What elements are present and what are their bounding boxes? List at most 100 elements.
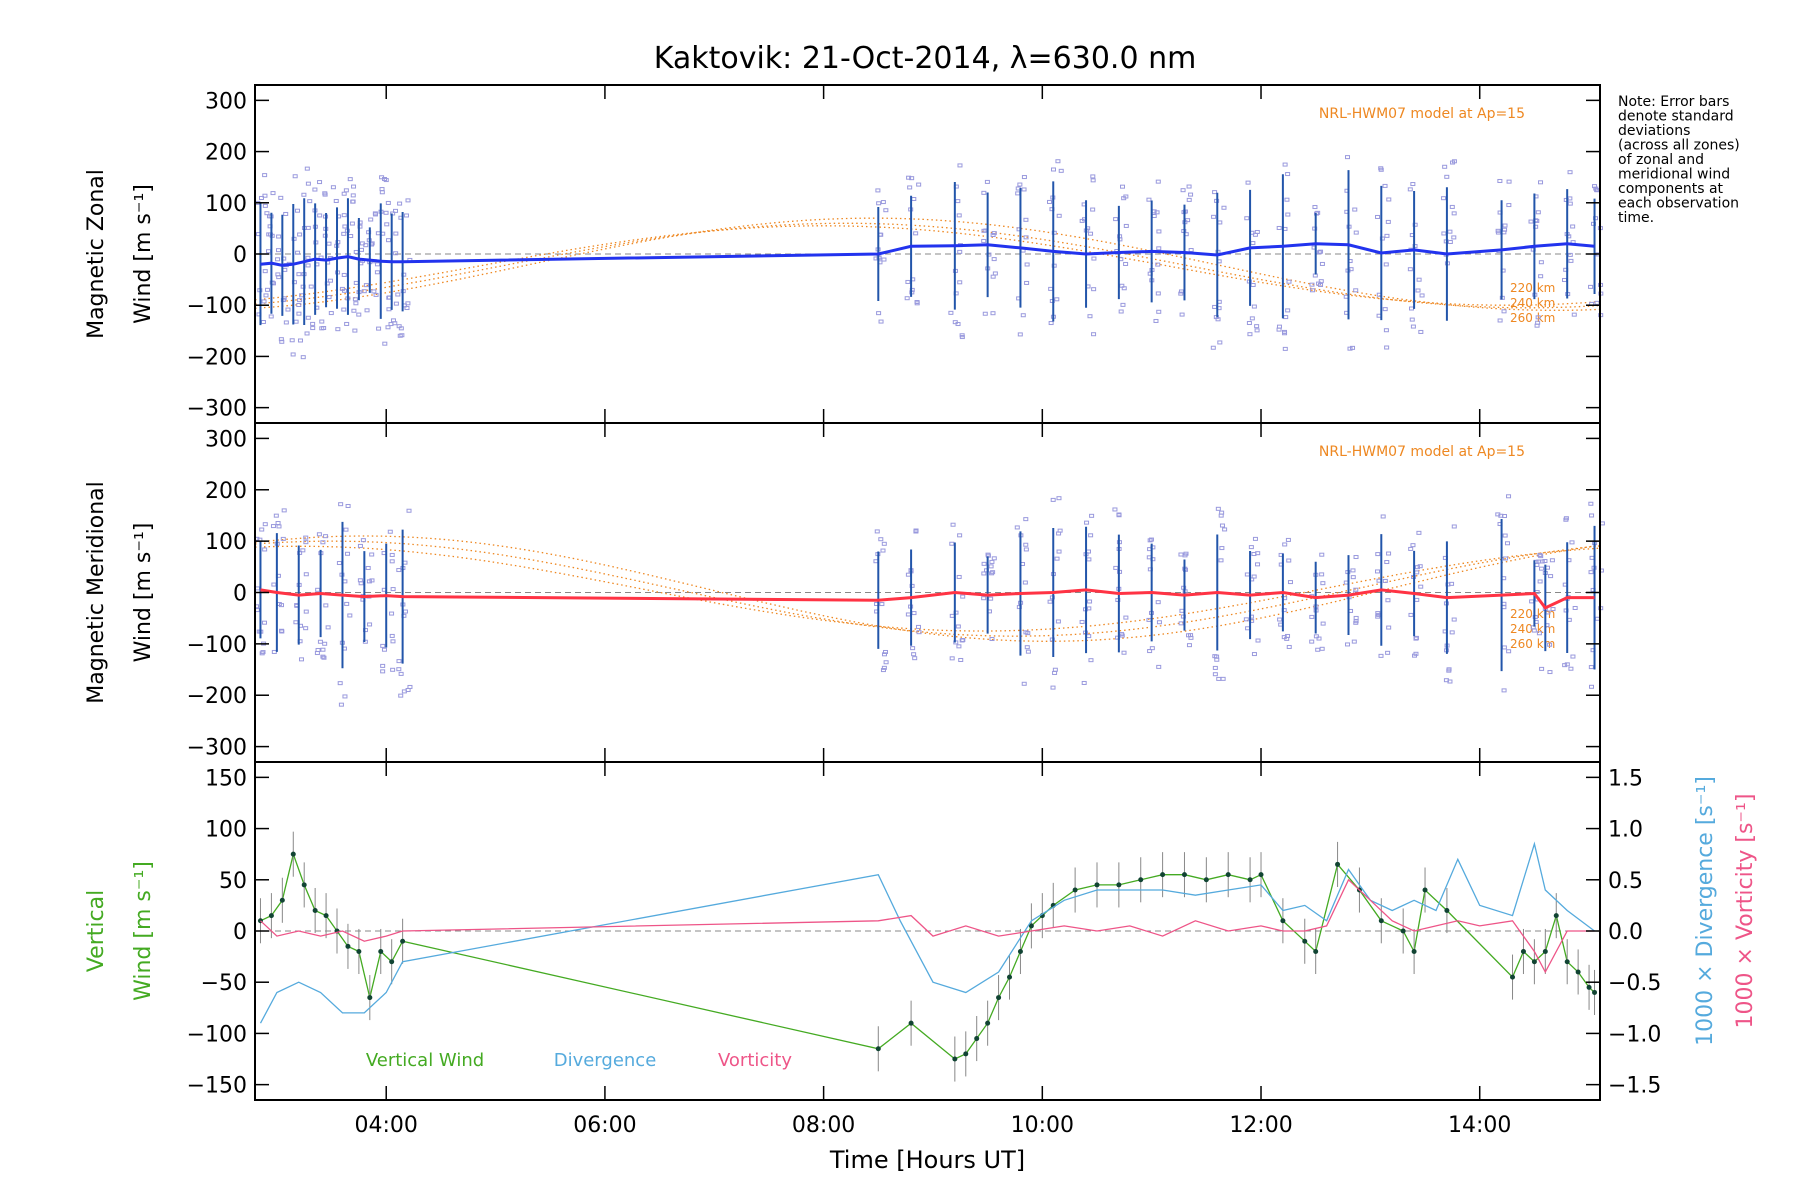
zone-scatter-point bbox=[383, 210, 389, 215]
x-tick-label: 12:00 bbox=[1229, 1113, 1292, 1138]
zone-scatter-point bbox=[1449, 581, 1455, 586]
zone-scatter-point bbox=[1535, 210, 1541, 215]
y-axis-label-line1: Magnetic Zonal bbox=[84, 169, 109, 339]
zone-scatter-point bbox=[345, 551, 351, 556]
zone-scatter-point bbox=[1384, 233, 1390, 238]
zone-scatter-point bbox=[1017, 182, 1023, 187]
zone-scatter-point bbox=[276, 275, 282, 280]
zone-scatter-point bbox=[1286, 558, 1292, 563]
zone-scatter-point bbox=[289, 338, 295, 343]
zone-scatter-point bbox=[379, 187, 385, 192]
zone-scatter-point bbox=[1408, 612, 1414, 617]
zone-scatter-point bbox=[1020, 313, 1026, 318]
x-tick-label: 08:00 bbox=[792, 1113, 855, 1138]
zone-scatter-point bbox=[262, 547, 268, 552]
zone-scatter-point bbox=[350, 193, 356, 198]
zone-scatter-point bbox=[1316, 636, 1322, 641]
zone-scatter-point bbox=[1285, 172, 1291, 177]
zone-scatter-point bbox=[1410, 182, 1416, 187]
vertical-wind-point bbox=[1510, 974, 1516, 980]
zone-scatter-point bbox=[1444, 174, 1450, 179]
vertical-wind-point bbox=[345, 943, 351, 949]
vertical-wind-point bbox=[1422, 887, 1428, 893]
zone-scatter-point bbox=[1153, 318, 1159, 323]
zone-scatter-point bbox=[1113, 565, 1119, 570]
zone-scatter-point bbox=[1025, 649, 1031, 654]
zone-scatter-point bbox=[1123, 261, 1129, 266]
note-line: deviations bbox=[1618, 123, 1690, 139]
zone-scatter-point bbox=[264, 211, 270, 216]
zone-scatter-point bbox=[1416, 277, 1422, 282]
zone-scatter-point bbox=[1220, 676, 1226, 681]
x-tick-label: 06:00 bbox=[573, 1113, 636, 1138]
zone-scatter-point bbox=[295, 250, 301, 255]
vertical-wind-point bbox=[1072, 887, 1078, 893]
zone-scatter-point bbox=[1416, 530, 1422, 535]
zone-scatter-point bbox=[398, 326, 404, 331]
zone-scatter-point bbox=[1148, 537, 1154, 542]
zone-scatter-point bbox=[262, 203, 268, 208]
y-axis-label-line2: Wind [m s⁻¹] bbox=[131, 184, 156, 324]
zone-scatter-point bbox=[268, 314, 274, 319]
zone-scatter-point bbox=[283, 211, 289, 216]
zone-scatter-point bbox=[380, 663, 386, 668]
y-tick-label: −100 bbox=[187, 294, 247, 319]
zone-scatter-point bbox=[981, 596, 987, 601]
zone-scatter-point bbox=[339, 286, 345, 291]
vertical-wind-point bbox=[268, 913, 274, 919]
model-curves bbox=[254, 535, 1601, 642]
zone-scatter-point bbox=[365, 565, 371, 570]
zone-scatter-point bbox=[344, 321, 350, 326]
zone-scatter-point bbox=[1567, 170, 1573, 175]
y-axis-label-line2: Wind [m s⁻¹] bbox=[131, 523, 156, 663]
zone-scatter-point bbox=[360, 538, 366, 543]
zone-scatter-point bbox=[959, 333, 965, 338]
zone-scatter-point bbox=[1285, 308, 1291, 313]
x-tick-label: 14:00 bbox=[1448, 1113, 1511, 1138]
zone-scatter-point bbox=[880, 668, 886, 673]
zone-scatter-point bbox=[1413, 651, 1419, 656]
zone-scatter-point bbox=[389, 559, 395, 564]
y2-tick-label: 1.5 bbox=[1608, 766, 1643, 791]
zone-scatter-point bbox=[960, 594, 966, 599]
zone-scatter-point bbox=[310, 321, 316, 326]
zone-scatter-point bbox=[1091, 332, 1097, 337]
zone-scatter-point bbox=[1251, 574, 1257, 579]
zone-scatter-point bbox=[335, 327, 341, 332]
zone-scatter-point bbox=[1568, 258, 1574, 263]
y-tick-label: 0 bbox=[233, 920, 247, 945]
zone-scatter-point bbox=[1315, 210, 1321, 215]
zone-scatter-point bbox=[1156, 229, 1162, 234]
zone-scatter-point bbox=[948, 310, 954, 315]
zone-scatter-point bbox=[347, 177, 353, 182]
zone-scatter-point bbox=[396, 568, 402, 573]
zone-scatter-point bbox=[294, 208, 300, 213]
zone-scatter-point bbox=[1350, 575, 1356, 580]
zone-scatter-point bbox=[1178, 552, 1184, 557]
zone-scatter-point bbox=[904, 296, 910, 301]
zone-scatter-point bbox=[398, 671, 404, 676]
zone-scatter-point bbox=[1528, 219, 1534, 224]
zone-scatter-point bbox=[1156, 664, 1162, 669]
zone-scatter-point bbox=[1375, 552, 1381, 557]
zone-scatter-point bbox=[952, 320, 958, 325]
zone-scatter-point bbox=[1351, 639, 1357, 644]
zone-scatter-point bbox=[1286, 279, 1292, 284]
zone-scatter-point bbox=[1179, 312, 1185, 317]
zone-scatter-point bbox=[304, 166, 310, 171]
zone-scatter-point bbox=[957, 533, 963, 538]
zone-scatter-point bbox=[1498, 513, 1504, 518]
zone-scatter-point bbox=[336, 561, 342, 566]
zone-scatter-point bbox=[905, 279, 911, 284]
zone-scatter-point bbox=[1539, 559, 1545, 564]
zone-scatter-point bbox=[910, 646, 916, 651]
zone-scatter-point bbox=[1568, 666, 1574, 671]
zone-scatter-point bbox=[1504, 541, 1510, 546]
zone-scatter-point bbox=[1285, 212, 1291, 217]
zone-scatter-point bbox=[1451, 524, 1457, 529]
model-altitude-label: 260 km bbox=[1510, 637, 1555, 651]
vertical-wind-point bbox=[875, 1046, 881, 1052]
zone-scatter-point bbox=[1186, 197, 1192, 202]
zone-scatter-point bbox=[957, 249, 963, 254]
zone-scatter-point bbox=[1353, 615, 1359, 620]
